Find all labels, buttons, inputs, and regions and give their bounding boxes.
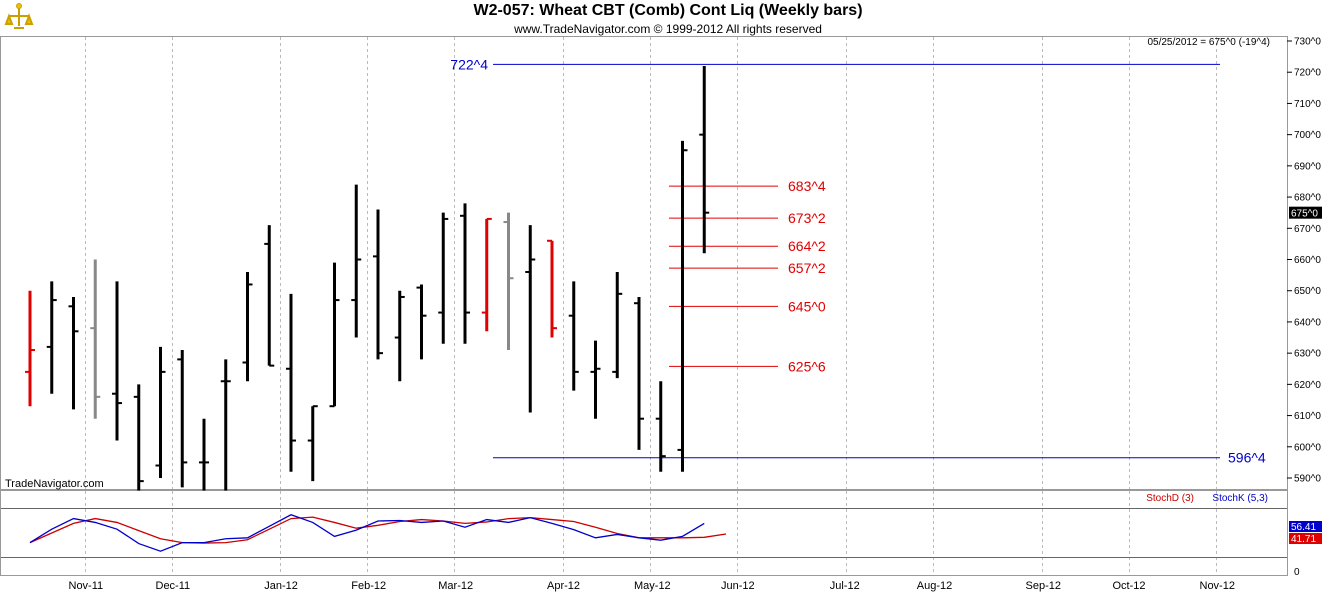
- stochd-line: [29, 516, 727, 544]
- month-label: Aug-12: [917, 580, 952, 592]
- red-level-label: 673^2: [788, 210, 826, 226]
- month-label: Oct-12: [1113, 580, 1146, 592]
- stochk-line: [29, 514, 705, 552]
- ohlc-bar: [133, 384, 144, 491]
- chart-subtitle: www.TradeNavigator.com © 1999-2012 All r…: [514, 22, 822, 36]
- ohlc-bar: [46, 281, 57, 394]
- ohlc-bar: [373, 209, 383, 360]
- ohlc-bars: [25, 65, 710, 491]
- chart-header: W2-057: Wheat CBT (Comb) Cont Liq (Weekl…: [0, 0, 1336, 40]
- price-tick-label: 610^0: [1294, 411, 1321, 422]
- stochastic-plot-frame: [0, 490, 1288, 576]
- last-price-readout: 05/25/2012 = 675^0 (-19^4): [1147, 37, 1270, 48]
- price-tick-label: 630^0: [1294, 349, 1321, 360]
- blue-level-label: 722^4: [450, 56, 488, 72]
- ohlc-bar: [242, 271, 253, 382]
- ohlc-bar: [112, 281, 122, 441]
- price-tick-label: 690^0: [1294, 161, 1321, 172]
- stochk-legend: StochK (5,3): [1212, 493, 1268, 504]
- ohlc-bar: [329, 262, 340, 408]
- ohlc-bar: [590, 340, 601, 419]
- ohlc-bar: [286, 293, 296, 472]
- month-label: May-12: [634, 580, 671, 592]
- month-label: Apr-12: [547, 580, 580, 592]
- stochd-value: 41.71: [1291, 534, 1316, 545]
- month-label: Jan-12: [264, 580, 298, 592]
- chart-title: W2-057: Wheat CBT (Comb) Cont Liq (Weekl…: [473, 2, 863, 19]
- price-tick-label: 720^0: [1294, 68, 1321, 79]
- ohlc-bar: [547, 239, 557, 338]
- price-tick-label: 670^0: [1294, 224, 1321, 235]
- stoch-tick-label: 0: [1294, 567, 1300, 578]
- red-level-label: 683^4: [788, 178, 826, 194]
- price-tick-label: 710^0: [1294, 99, 1321, 110]
- stochk-value: 56.41: [1291, 522, 1316, 533]
- month-label: Dec-11: [156, 580, 191, 592]
- ohlc-bar: [634, 296, 644, 450]
- ohlc-bar: [568, 281, 579, 391]
- red-level-label: 625^6: [788, 358, 826, 374]
- tradenavigator-logo-icon: [4, 2, 34, 32]
- stochd-legend: StochD (3): [1146, 493, 1194, 504]
- ohlc-bar: [307, 405, 318, 482]
- ohlc-bar: [90, 259, 101, 419]
- price-tick-label: 590^0: [1294, 474, 1321, 485]
- ohlc-bar: [264, 225, 275, 367]
- ohlc-bar: [25, 290, 35, 407]
- price-tick-label: 700^0: [1294, 130, 1321, 141]
- price-tick-label: 650^0: [1294, 286, 1321, 297]
- ohlc-bar: [481, 217, 492, 332]
- blue-level-label: 596^4: [1228, 450, 1266, 466]
- ohlc-bar: [177, 350, 188, 488]
- stochd-value-box: [1289, 533, 1322, 544]
- red-level-label: 657^2: [788, 260, 826, 276]
- time-axis: Nov-11 Dec-11 Jan-12 Feb-12 Mar-12 Apr-12 May-…: [69, 580, 1235, 592]
- month-label: Sep-12: [1026, 580, 1061, 592]
- red-level-label: 664^2: [788, 238, 826, 254]
- month-label: Feb-12: [351, 580, 386, 592]
- price-axis: 590^0 600^0 610^0 620^0 630^0 640^0 650^0 660^0…: [1287, 37, 1322, 485]
- month-label: Nov-12: [1200, 580, 1235, 592]
- ohlc-bar: [68, 296, 79, 410]
- ohlc-bar: [677, 140, 688, 472]
- price-levels: 722^4 596^4 683^4 673^2 664^2 657^2 645^0 625^6: [450, 56, 1266, 465]
- ohlc-bar: [503, 212, 514, 351]
- month-label: Nov-11: [69, 580, 104, 592]
- main-plot-frame: [0, 36, 1288, 490]
- price-tick-label: 620^0: [1294, 380, 1321, 391]
- price-tick-label: 680^0: [1294, 193, 1321, 204]
- last-price-label: 675^0: [1291, 209, 1318, 220]
- price-tick-label: 660^0: [1294, 255, 1321, 266]
- month-label: Jun-12: [721, 580, 755, 592]
- ohlc-bar: [525, 225, 536, 413]
- month-label: Mar-12: [438, 580, 473, 592]
- last-price-box: [1289, 206, 1322, 219]
- gridlines: [85, 37, 1217, 575]
- ohlc-bar: [394, 290, 405, 382]
- ohlc-bar: [655, 381, 666, 472]
- ohlc-bar: [199, 418, 209, 491]
- ohlc-bar: [351, 184, 362, 338]
- price-tick-label: 600^0: [1294, 442, 1321, 453]
- ohlc-bar: [460, 203, 470, 344]
- price-tick-label: 640^0: [1294, 317, 1321, 328]
- stochk-value-box: [1289, 521, 1322, 532]
- ohlc-bar: [612, 271, 623, 379]
- watermark-text: TradeNavigator.com: [5, 478, 104, 490]
- ohlc-bar: [155, 346, 166, 478]
- ohlc-bar: [220, 359, 231, 491]
- ohlc-bar: [699, 65, 710, 254]
- price-tick-label: 730^0: [1294, 37, 1321, 48]
- ohlc-bar: [438, 212, 449, 344]
- month-label: Jul-12: [830, 580, 860, 592]
- red-level-label: 645^0: [788, 298, 826, 314]
- ohlc-bar: [416, 284, 427, 360]
